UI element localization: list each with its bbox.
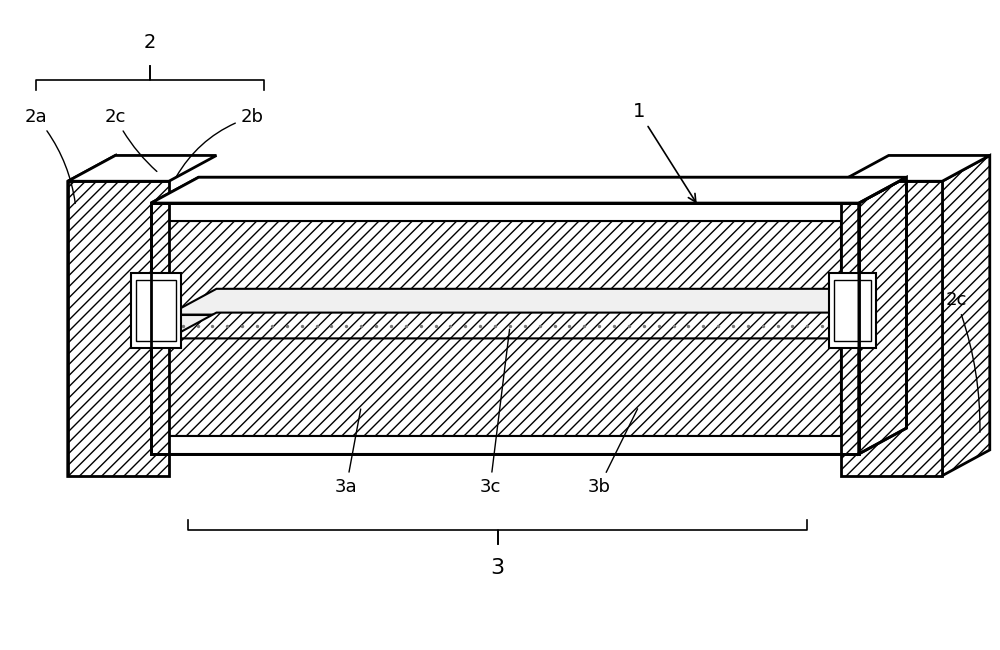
Text: 3c: 3c xyxy=(479,330,510,495)
Polygon shape xyxy=(151,177,906,203)
Polygon shape xyxy=(68,155,115,476)
Polygon shape xyxy=(841,155,990,181)
Text: 2c: 2c xyxy=(945,291,980,432)
Polygon shape xyxy=(841,181,942,476)
Polygon shape xyxy=(834,280,871,341)
Text: 1: 1 xyxy=(633,102,696,202)
Polygon shape xyxy=(169,339,841,436)
Polygon shape xyxy=(169,221,841,315)
Text: 3a: 3a xyxy=(335,409,361,495)
Polygon shape xyxy=(169,289,889,315)
Polygon shape xyxy=(942,155,990,476)
Text: 3b: 3b xyxy=(588,409,638,495)
Polygon shape xyxy=(68,155,216,181)
Polygon shape xyxy=(151,203,859,221)
Text: 2b: 2b xyxy=(176,108,264,177)
Text: 3: 3 xyxy=(490,558,505,578)
Polygon shape xyxy=(169,315,841,339)
Polygon shape xyxy=(169,195,889,221)
Polygon shape xyxy=(131,274,181,348)
Text: 2: 2 xyxy=(144,33,156,53)
Polygon shape xyxy=(829,274,876,348)
Text: 2a: 2a xyxy=(25,108,75,203)
Polygon shape xyxy=(136,280,176,341)
Polygon shape xyxy=(151,436,859,454)
Polygon shape xyxy=(151,177,906,203)
Polygon shape xyxy=(68,181,169,476)
Text: 2c: 2c xyxy=(105,108,157,172)
Polygon shape xyxy=(169,313,889,339)
